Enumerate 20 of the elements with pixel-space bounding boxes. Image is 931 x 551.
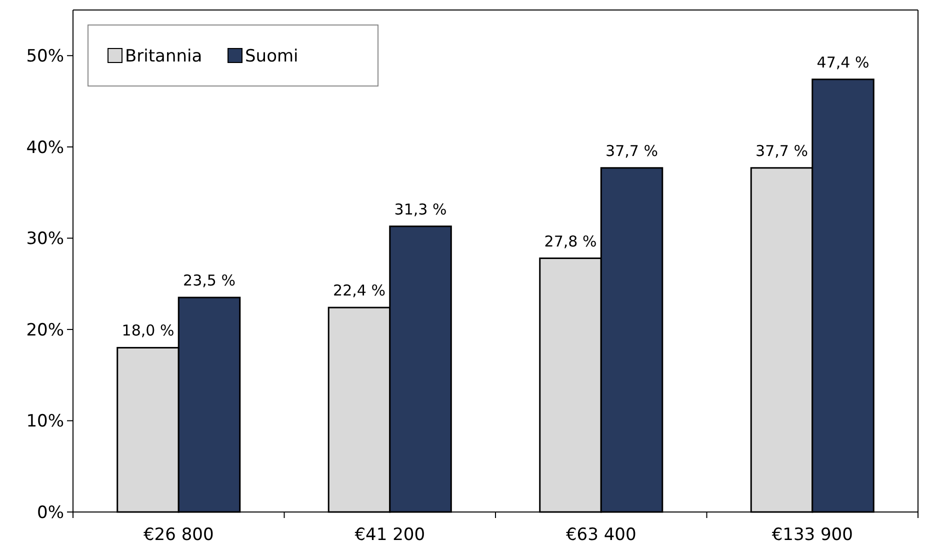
y-tick-label: 50%: [26, 46, 64, 67]
data-label: 23,5 %: [183, 272, 236, 290]
data-label: 37,7 %: [756, 142, 808, 160]
y-tick-label: 10%: [26, 412, 64, 432]
x-tick-label: €41 200: [354, 525, 426, 545]
data-label: 31,3 %: [394, 200, 447, 218]
y-tick-label: 30%: [26, 229, 64, 250]
legend-label: Britannia: [125, 46, 202, 66]
legend-label: Suomi: [245, 46, 298, 66]
data-label: 47,4 %: [816, 53, 870, 72]
x-tick-label: €133 900: [772, 525, 853, 545]
y-tick-label: 20%: [26, 320, 64, 340]
data-label: 37,7 %: [606, 142, 658, 160]
x-tick-label: €63 400: [566, 525, 636, 545]
x-tick-label: €26 800: [143, 525, 214, 545]
data-label: 22,4 %: [333, 282, 386, 300]
y-tick-label: 0%: [37, 502, 64, 523]
y-tick-label: 40%: [26, 138, 64, 158]
data-label: 27,8 %: [544, 232, 597, 250]
data-label: 18,0 %: [122, 322, 174, 340]
